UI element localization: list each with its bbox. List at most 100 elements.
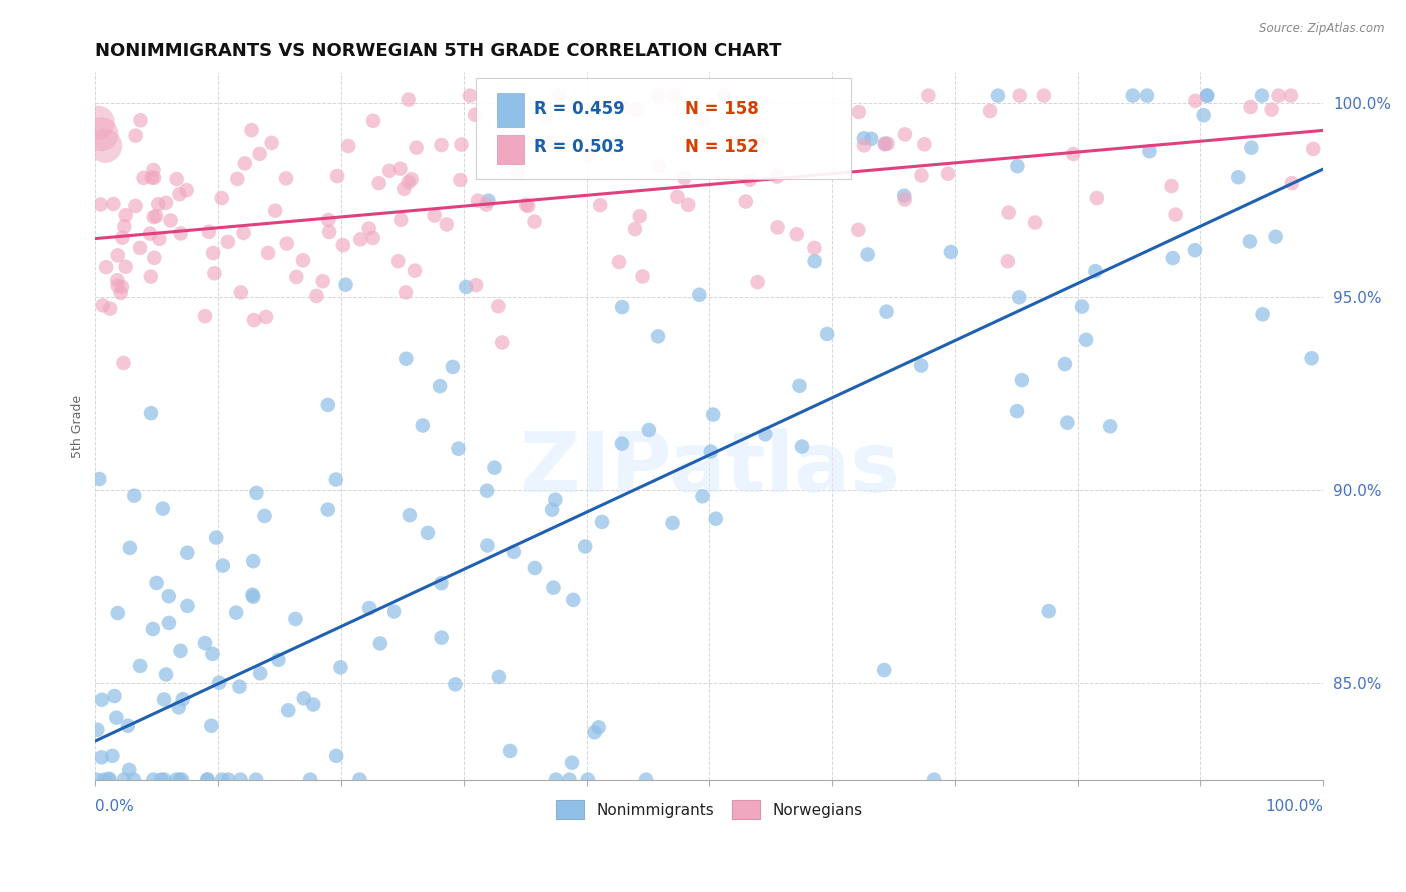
Point (205, 531, 228, 545)
Point (936, 167, 959, 181)
FancyBboxPatch shape (477, 78, 851, 178)
Point (107, 606, 129, 620)
Point (852, 131, 875, 145)
Point (97, 772, 120, 787)
Point (122, 772, 145, 787)
Point (430, 631, 453, 645)
Point (477, 539, 499, 553)
Point (142, 210, 165, 224)
Point (274, 171, 297, 186)
Point (86, 723, 108, 737)
Point (382, 605, 405, 619)
Point (624, 222, 647, 236)
Point (430, 576, 453, 591)
Point (436, 218, 458, 232)
Point (157, 589, 180, 603)
Point (172, 692, 194, 706)
Point (441, 359, 464, 374)
FancyBboxPatch shape (496, 93, 524, 127)
Point (399, 508, 422, 523)
Point (94, 139, 117, 153)
Point (1062, 147, 1084, 161)
Point (638, 423, 661, 437)
Point (541, 502, 564, 516)
Point (253, 508, 276, 523)
Point (856, 247, 879, 261)
Point (233, 156, 256, 170)
Point (325, 748, 347, 763)
Point (1032, 88, 1054, 103)
Point (105, 273, 128, 287)
Point (349, 772, 371, 787)
Point (87, 116, 110, 130)
Point (589, 198, 612, 212)
Point (790, 440, 813, 454)
Point (465, 278, 488, 293)
Point (1085, 191, 1108, 205)
Point (101, 748, 124, 763)
Point (389, 212, 412, 227)
Point (430, 138, 453, 153)
Point (766, 220, 789, 235)
Point (789, 379, 811, 393)
Point (176, 546, 198, 560)
Point (139, 406, 162, 420)
Text: R = 0.459: R = 0.459 (534, 100, 624, 119)
Point (894, 128, 917, 142)
Point (477, 194, 499, 208)
Point (1192, 108, 1215, 122)
Point (449, 173, 471, 187)
Point (167, 700, 190, 714)
Point (875, 136, 897, 151)
Point (332, 238, 354, 252)
Point (1239, 100, 1261, 114)
Point (404, 263, 426, 277)
Point (111, 280, 134, 294)
Point (517, 199, 540, 213)
Point (245, 772, 267, 787)
Point (523, 214, 546, 228)
Point (329, 660, 352, 674)
Point (195, 772, 218, 787)
Point (312, 274, 335, 288)
Point (94, 260, 117, 274)
Point (607, 255, 630, 269)
Point (647, 88, 669, 103)
Point (1122, 88, 1144, 103)
Point (165, 772, 187, 787)
Point (152, 501, 174, 516)
Text: ZIPatlas: ZIPatlas (519, 428, 900, 509)
Point (910, 169, 932, 183)
Point (543, 581, 565, 595)
Point (979, 103, 1001, 118)
Point (217, 235, 239, 249)
Point (143, 170, 166, 185)
Point (502, 545, 524, 559)
Point (145, 209, 167, 223)
Point (245, 486, 267, 500)
Point (378, 163, 401, 178)
Point (150, 772, 173, 787)
Point (169, 644, 191, 658)
Point (450, 137, 472, 152)
Legend: Nonimmigrants, Norwegians: Nonimmigrants, Norwegians (550, 794, 869, 825)
Point (202, 246, 225, 260)
Point (299, 772, 322, 787)
Point (276, 236, 298, 251)
Point (734, 194, 756, 209)
Point (405, 140, 427, 154)
Point (1264, 229, 1286, 244)
Point (153, 772, 176, 787)
Point (398, 175, 420, 189)
Point (159, 213, 181, 227)
Point (367, 176, 389, 190)
Point (155, 195, 177, 210)
Point (211, 191, 233, 205)
Point (1161, 251, 1184, 265)
Point (738, 173, 761, 187)
Point (912, 137, 935, 152)
Point (538, 136, 561, 150)
Point (202, 266, 225, 280)
Point (249, 666, 271, 681)
Point (208, 675, 231, 690)
